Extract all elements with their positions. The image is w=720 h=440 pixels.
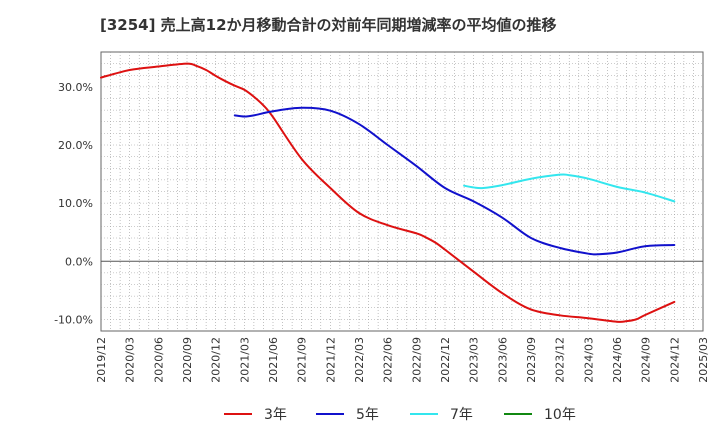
- series-line: [233, 106, 676, 256]
- y-tick-label: 10.0%: [58, 197, 93, 210]
- x-tick-label: 2023/12: [554, 337, 567, 383]
- x-tick-label: 2021/12: [324, 337, 337, 383]
- series-line: [463, 173, 676, 203]
- x-tick-label: 2024/06: [611, 337, 624, 383]
- x-tick-label: 2020/03: [124, 337, 137, 383]
- y-tick-label: 0.0%: [65, 255, 93, 268]
- x-tick-label: 2020/12: [210, 337, 223, 383]
- chart-title: [3254] 売上高12か月移動合計の対前年同期増減率の平均値の推移: [100, 16, 557, 34]
- legend-label: 10年: [544, 407, 576, 423]
- x-tick-label: 2022/03: [353, 337, 366, 383]
- legend-label: 5年: [356, 407, 379, 423]
- x-tick-label: 2021/06: [267, 337, 280, 383]
- y-tick-label: 30.0%: [58, 81, 93, 94]
- x-tick-label: 2022/12: [439, 337, 452, 383]
- x-tick-label: 2023/09: [525, 337, 538, 383]
- x-tick-label: 2024/09: [640, 337, 653, 383]
- legend-label: 3年: [264, 407, 287, 423]
- x-tick-label: 2025/03: [697, 337, 710, 383]
- x-tick-label: 2021/09: [296, 337, 309, 383]
- y-tick-label: -10.0%: [54, 313, 93, 326]
- y-tick-label: 20.0%: [58, 139, 93, 152]
- x-tick-label: 2019/12: [95, 337, 108, 383]
- x-tick-label: 2021/03: [238, 337, 251, 383]
- x-tick-label: 2023/03: [468, 337, 481, 383]
- x-tick-label: 2020/06: [152, 337, 165, 383]
- x-tick-label: 2024/03: [582, 337, 595, 383]
- series-line: [100, 62, 676, 323]
- legend-label: 7年: [450, 407, 473, 423]
- x-tick-label: 2023/06: [496, 337, 509, 383]
- x-tick-label: 2022/06: [382, 337, 395, 383]
- x-tick-label: 2024/12: [668, 337, 681, 383]
- x-tick-label: 2020/09: [181, 337, 194, 383]
- x-tick-label: 2022/09: [410, 337, 423, 383]
